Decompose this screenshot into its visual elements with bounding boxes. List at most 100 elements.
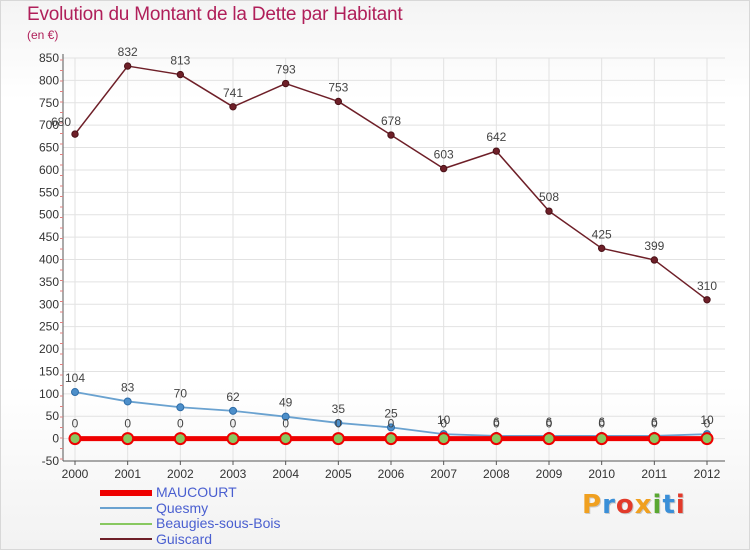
data-label: 0 (493, 417, 500, 431)
data-label: 104 (65, 371, 85, 385)
y-tick-label: 650 (39, 141, 59, 155)
data-point (387, 131, 395, 139)
y-tick-label: 500 (39, 208, 59, 222)
data-point (173, 432, 187, 446)
data-point (384, 432, 398, 446)
data-label: 0 (651, 417, 658, 431)
x-tick-label: 2008 (483, 467, 510, 481)
data-label: 10 (437, 413, 451, 427)
data-label: 813 (170, 54, 190, 68)
y-tick-label: 450 (39, 230, 59, 244)
chart-unit: (en €) (27, 28, 59, 42)
data-label: 0 (230, 417, 237, 431)
legend-swatch (100, 522, 152, 525)
data-label: 0 (388, 417, 395, 431)
legend-label: Guiscard (156, 530, 213, 547)
data-label: 6 (493, 415, 500, 429)
x-tick-label: 2009 (536, 467, 563, 481)
data-label: 70 (174, 386, 188, 400)
x-tick-label: 2002 (167, 467, 194, 481)
data-label: 0 (177, 417, 184, 431)
data-label: 310 (697, 279, 717, 293)
data-point (439, 164, 448, 173)
data-point (703, 296, 711, 304)
x-tick-label: 2000 (62, 467, 89, 481)
data-point (647, 432, 661, 446)
data-point (387, 423, 395, 432)
data-label: 508 (539, 190, 559, 204)
data-point (176, 70, 185, 79)
data-point (700, 432, 714, 446)
data-label: 6 (651, 415, 658, 429)
x-tick-label: 2010 (588, 467, 615, 481)
legend-swatch (100, 489, 152, 496)
data-label: 6 (546, 415, 553, 429)
data-point (597, 244, 606, 253)
x-tick-label: 2011 (641, 467, 667, 481)
y-tick-label: 300 (39, 297, 59, 311)
x-tick-label: 2007 (430, 467, 457, 481)
data-label: 0 (704, 417, 711, 431)
legend-item: Guiscard (100, 530, 281, 548)
data-label: 0 (546, 417, 553, 431)
data-label: 0 (124, 417, 131, 431)
data-label: 425 (592, 227, 612, 241)
data-label: 642 (486, 130, 506, 144)
data-label: 83 (121, 380, 135, 394)
y-tick-label: 50 (46, 409, 60, 423)
data-point (281, 412, 290, 421)
data-point (437, 432, 451, 446)
data-point (123, 62, 132, 70)
data-point (123, 397, 132, 406)
legend-label: Quesmy (156, 499, 209, 516)
data-label: 793 (276, 63, 296, 77)
data-point (176, 403, 185, 412)
y-tick-label: -50 (42, 454, 60, 468)
y-tick-label: 100 (39, 387, 59, 401)
y-tick-label: 400 (39, 253, 59, 267)
data-label: 832 (118, 45, 138, 59)
data-point (492, 147, 501, 155)
data-point (229, 103, 237, 111)
data-point (281, 79, 290, 88)
x-tick-label: 2012 (694, 467, 721, 481)
data-label: 678 (381, 114, 401, 128)
legend-item: Quesmy (100, 499, 281, 517)
proxiti-logo: Proxiti (582, 490, 686, 520)
data-point (229, 406, 237, 415)
data-point (331, 432, 345, 446)
y-tick-label: 150 (39, 364, 59, 378)
data-point (279, 432, 293, 446)
data-label: 25 (384, 406, 398, 420)
data-label: 49 (279, 396, 293, 410)
data-label: 680 (51, 115, 71, 129)
data-label: 6 (598, 415, 605, 429)
data-point (489, 432, 503, 446)
chart-title: Evolution du Montant de la Dette par Hab… (27, 4, 403, 25)
data-label: 0 (282, 417, 289, 431)
data-point (542, 432, 556, 446)
data-label: 0 (72, 417, 79, 431)
data-label: 0 (335, 417, 342, 431)
legend-swatch (100, 538, 152, 541)
y-tick-label: 0 (52, 432, 59, 446)
data-point (121, 432, 135, 446)
data-label: 753 (328, 80, 348, 94)
legend: MAUCOURT Quesmy Beaugies-sous-Bois Guiscard (100, 484, 281, 548)
data-label: 10 (700, 413, 714, 427)
data-label: 35 (332, 402, 346, 416)
y-tick-label: 350 (39, 275, 59, 289)
x-tick-label: 2006 (378, 467, 405, 481)
data-label: 399 (644, 239, 664, 253)
legend-item: Beaugies-sous-Bois (100, 515, 281, 532)
data-point (650, 256, 659, 264)
y-tick-label: 850 (39, 51, 59, 65)
y-tick-label: 550 (39, 185, 59, 199)
data-label: 741 (223, 86, 243, 100)
data-point (595, 432, 609, 446)
x-tick-label: 2005 (325, 467, 352, 481)
data-point (68, 432, 82, 446)
data-point (71, 388, 79, 397)
data-point (545, 207, 553, 215)
